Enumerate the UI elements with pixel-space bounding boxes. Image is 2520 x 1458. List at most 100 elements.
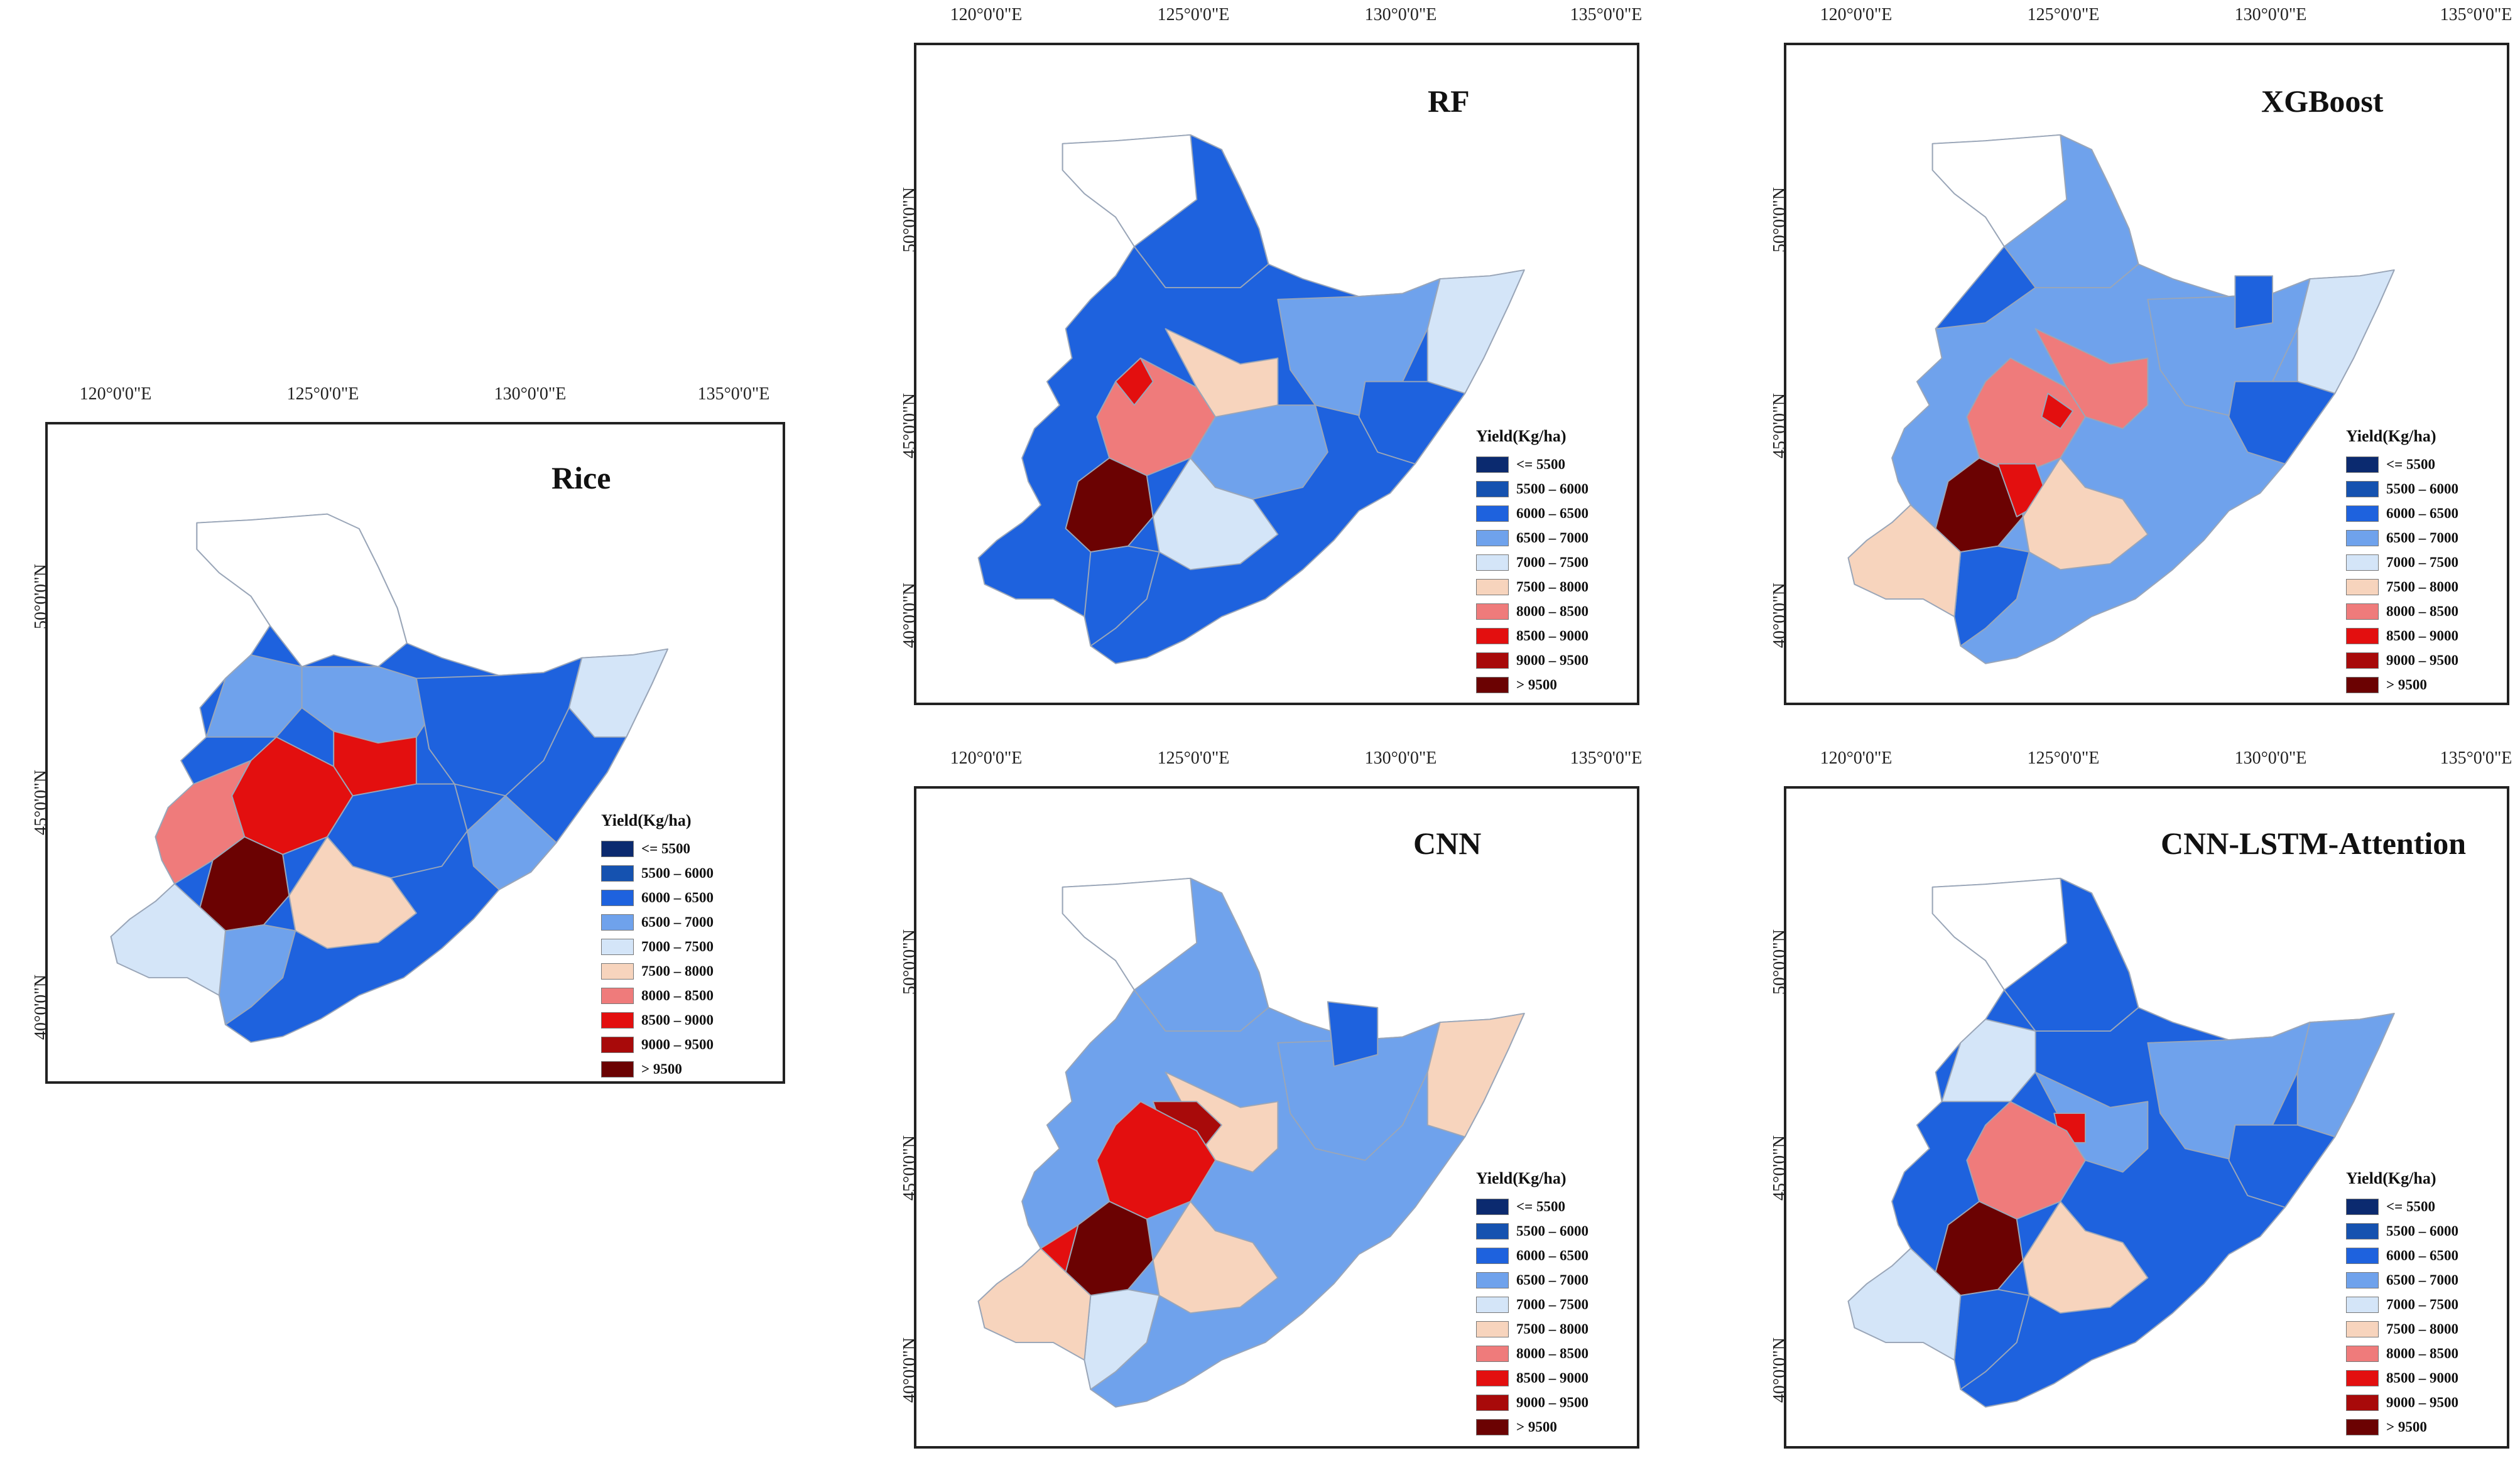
region-polygon [1133,134,1269,288]
region-polygon [1358,381,1466,465]
x-tick: 135°0'0"E [2440,748,2512,768]
legend-item: 5500 – 6000 [1476,1219,1589,1243]
legend-swatch [601,987,634,1004]
legend-swatch [1476,676,1509,693]
legend-label: > 9500 [641,1061,682,1077]
region-polygon [977,1248,1092,1361]
region-polygon [1847,504,1962,617]
region-polygon [1426,1013,1525,1138]
legend-title: Yield(Kg/ha) [1476,1169,1567,1187]
region-polygon [2003,134,2139,288]
y-tick: 40°0'0"N [1769,1337,1790,1403]
legend-label: > 9500 [2386,1418,2427,1435]
x-tick: 130°0'0"E [1364,5,1437,24]
y-tick: 45°0'0"N [899,1135,920,1201]
legend-swatch [1476,627,1509,644]
legend-item: 8500 – 9000 [1476,1366,1589,1390]
region-polygon [1152,1201,1279,1314]
region-no-data [196,513,408,667]
legend-swatch [1476,1320,1509,1337]
region-polygon [1426,269,1525,394]
y-tick: 40°0'0"N [899,583,920,648]
legend-item: 8000 – 8500 [1476,599,1589,624]
region-polygon [1083,1288,1160,1390]
region-polygon [1133,877,1269,1032]
legend-title: Yield(Kg/ha) [601,811,692,829]
legend-label: 8000 – 8500 [2386,603,2458,619]
legend-swatch [1476,456,1509,473]
legend-item: 7500 – 8000 [2346,575,2458,599]
legend-item: 8000 – 8500 [2346,1341,2458,1366]
legend-swatch [2346,480,2379,497]
legend-swatch [2346,505,2379,522]
legend-label: 6000 – 6500 [641,889,714,905]
region-polygon [1953,545,2030,647]
y-tick: 40°0'0"N [31,975,51,1040]
legend-label: 7500 – 8000 [2386,578,2458,595]
legend-label: 7000 – 7500 [641,938,714,954]
x-tick: 120°0'0"E [950,748,1023,768]
legend-swatch [1476,554,1509,571]
legend-swatch [1476,1394,1509,1411]
legend-swatch [2346,627,2379,644]
map-panel-cnn-lstm-attention: 120°0'0"E 125°0'0"E 130°0'0"E 135°0'0"E … [1770,748,2512,1449]
legend-swatch [601,889,634,906]
x-tick: 130°0'0"E [2234,5,2307,24]
legend-swatch [2346,652,2379,669]
legend-swatch [2346,529,2379,546]
legend-swatch [2346,456,2379,473]
legend-item: 7500 – 8000 [601,959,714,983]
region-polygon [568,648,669,738]
legend-item: 8500 – 9000 [1476,624,1589,648]
legend-label: <= 5500 [2386,456,2435,472]
legend-item: 6000 – 6500 [2346,501,2458,526]
legend-item: > 9500 [1476,1415,1589,1439]
legend-item: <= 5500 [601,836,714,861]
x-tick: 125°0'0"E [2027,748,2100,768]
legend-swatch [601,1036,634,1053]
legend-item: 7000 – 7500 [2346,1292,2458,1317]
region-polygon [2022,1201,2149,1314]
legend-label: 7000 – 7500 [2386,554,2458,570]
legend-swatch [601,865,634,882]
legend-swatch [601,938,634,955]
legend-item: 7500 – 8000 [1476,575,1589,599]
map-legend: Yield(Kg/ha) <= 5500 5500 – 6000 6000 – 650… [2346,1169,2458,1439]
legend-swatch [1476,1418,1509,1435]
legend-item: 9000 – 9500 [601,1032,714,1057]
region-polygon [2041,392,2074,429]
legend-label: <= 5500 [1516,1198,1565,1214]
legend-item: > 9500 [2346,672,2458,697]
x-tick: 130°0'0"E [1364,748,1437,768]
region-polygon [1083,545,1160,647]
x-tick: 125°0'0"E [286,384,359,404]
legend-label: 7000 – 7500 [1516,554,1589,570]
legend-item: 8000 – 8500 [601,983,714,1008]
legend-item: > 9500 [601,1057,714,1081]
region-polygon [2228,381,2336,465]
legend-swatch [2346,1223,2379,1239]
region-polygon [288,836,417,949]
x-tick: 120°0'0"E [1820,5,1893,24]
region-polygon [1115,357,1154,406]
legend-item: 7000 – 7500 [601,934,714,959]
legend-swatch [2346,1320,2379,1337]
region-map [1847,877,2395,1408]
x-tick: 130°0'0"E [2234,748,2307,768]
legend-swatch [1476,652,1509,669]
legend-label: 8000 – 8500 [641,987,714,1003]
legend-item: 8500 – 9000 [2346,624,2458,648]
region-map [977,877,1525,1408]
x-tick: 135°0'0"E [1570,5,1643,24]
legend-item: 9000 – 9500 [2346,1390,2458,1415]
region-polygon [1935,246,2036,330]
legend-swatch [1476,603,1509,620]
legend-item: 8500 – 9000 [2346,1366,2458,1390]
legend-label: 7500 – 8000 [641,963,714,979]
legend-swatch [1476,1296,1509,1313]
legend-label: 6000 – 6500 [1516,1247,1589,1263]
region-polygon [1941,1018,2036,1103]
y-tick: 50°0'0"N [31,564,51,629]
legend-label: <= 5500 [641,840,690,856]
legend-label: 6500 – 7000 [1516,1272,1589,1288]
